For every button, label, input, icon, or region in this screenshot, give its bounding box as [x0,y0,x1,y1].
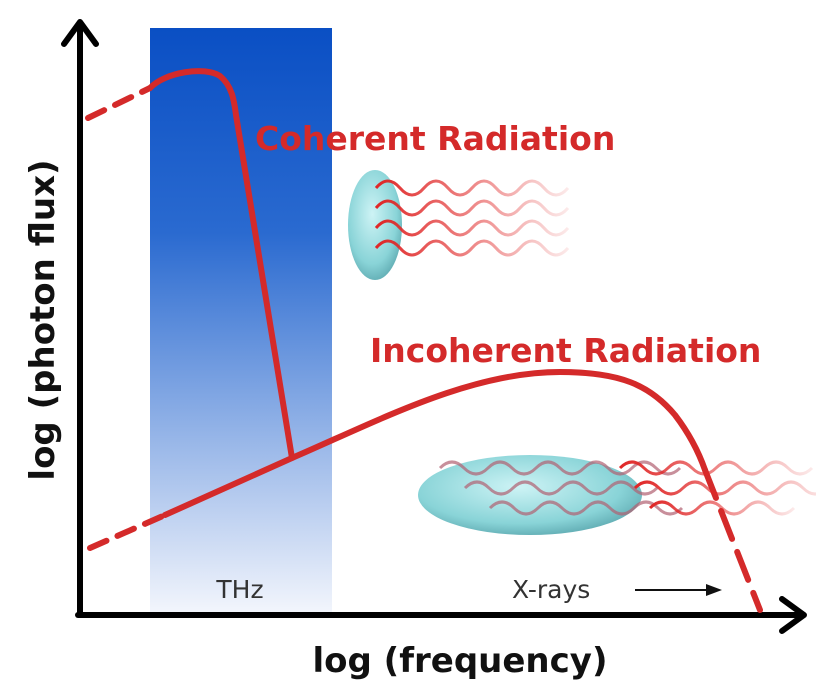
wave [376,241,568,255]
short-bunch [348,170,402,280]
xrays-label: X-rays [512,575,590,604]
incoherent-label: Incoherent Radiation [370,331,761,370]
y-axis-label: log (photon flux) [23,159,63,480]
thz-band [150,28,332,612]
wave [635,482,816,494]
coherent-dash [88,88,150,118]
wave [376,201,568,215]
coherent-label: Coherent Radiation [255,119,615,158]
xrays-arrowhead [706,584,722,596]
diagram: Coherent Radiation Incoherent Radiation … [0,0,816,682]
wave [376,181,568,195]
wave [376,221,568,235]
x-axis-label: log (frequency) [312,641,607,681]
thz-label: THz [215,575,263,604]
